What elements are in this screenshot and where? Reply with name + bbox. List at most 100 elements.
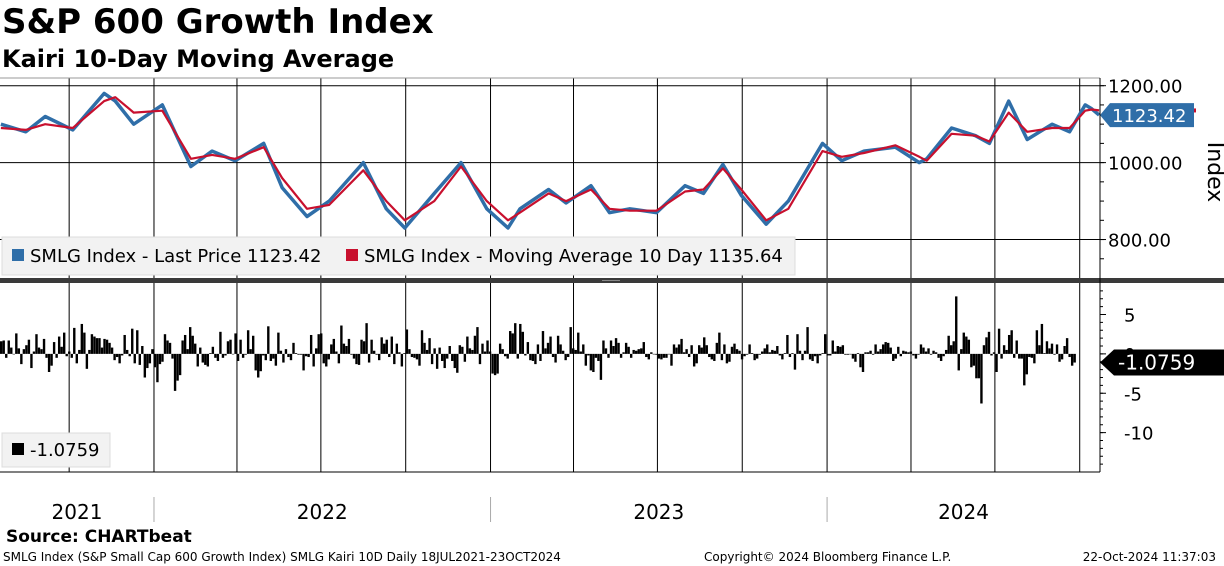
kairi-panel: 50-5-10-1.0759-1.0759 [0, 290, 1224, 468]
kairi-bar [763, 348, 766, 354]
kairi-bar [254, 353, 257, 371]
kairi-bar [418, 353, 421, 366]
kairi-bar [78, 349, 81, 354]
kairi-bar [1063, 346, 1066, 354]
kairi-bar [944, 349, 948, 354]
kairi-bar [191, 335, 194, 354]
kairi-bar [1060, 353, 1064, 360]
kairi-bar [529, 353, 532, 361]
kairi-bar [45, 353, 48, 358]
kairi-bar [95, 338, 99, 354]
kairi-bar [312, 353, 315, 367]
kairi-bar [282, 353, 285, 363]
price-last-value: 1123.42 [1112, 106, 1186, 127]
kairi-bar [234, 333, 237, 354]
price-legend [1, 236, 796, 276]
kairi-bar [151, 349, 154, 354]
kairi-bar [370, 339, 373, 354]
kairi-bar [791, 353, 794, 354]
kairi-bar [768, 352, 771, 354]
kairi-bar [241, 353, 245, 358]
price-last-value-tag [1100, 103, 1194, 128]
kairi-bar [287, 353, 290, 358]
year-label: 2023 [633, 500, 684, 524]
kairi-bar [997, 328, 1001, 354]
kairi-bar [652, 353, 656, 355]
kairi-bar [660, 353, 663, 360]
kairi-bar [231, 353, 235, 355]
kairi-bar [420, 330, 424, 354]
kairi-bar [514, 323, 517, 354]
kairi-bar [224, 353, 227, 356]
kairi-bar [377, 353, 381, 361]
price-axis-label: Index [1202, 142, 1224, 203]
kairi-bar [589, 353, 593, 371]
kairi-bar [975, 353, 978, 379]
legend-price-label: SMLG Index - Last Price 1123.42 [30, 246, 321, 267]
kairi-bar [216, 353, 220, 361]
kairi-bar [196, 353, 199, 367]
kairi-bar [0, 341, 3, 354]
kairi-bar [274, 353, 278, 366]
kairi-bar [609, 340, 613, 354]
kairi-bar [385, 339, 388, 354]
kairi-bar [526, 342, 530, 354]
kairi-bar [50, 353, 53, 366]
price-line [0, 91, 1101, 230]
kairi-bar [1040, 323, 1044, 354]
kairi-bar [491, 353, 494, 374]
kairi-bar [501, 349, 504, 354]
kairi-bar [85, 353, 89, 369]
kairi-bar [849, 353, 852, 355]
kairi-bar [977, 353, 981, 379]
kairi-bar [569, 327, 572, 354]
price-panel: 1200.00 1000.00 800.00 Index 1123.42 SMLG Ind… [0, 77, 1224, 276]
kairi-bar [607, 353, 610, 358]
kairi-bar [909, 351, 913, 354]
kairi-bar [677, 344, 681, 354]
kairi-bar [161, 353, 164, 362]
kairi-bar [685, 349, 688, 354]
kairi-bar [307, 353, 310, 358]
kairi-bar [682, 352, 686, 354]
kairi-bar [1050, 343, 1054, 354]
kairi-tick-label: 5 [1124, 306, 1135, 327]
kairi-bar [1045, 341, 1049, 354]
kairi-bar [70, 353, 73, 358]
kairi-bar [511, 333, 514, 354]
kairi-bar [388, 353, 391, 358]
kairi-bar [171, 353, 174, 359]
kairi-bar [244, 353, 247, 355]
legend-ma-label: SMLG Index - Moving Average 10 Day 1135.… [364, 246, 783, 267]
kairi-bar [594, 353, 598, 358]
kairi-bar [574, 349, 577, 354]
kairi-bar [365, 323, 368, 354]
kairi-bar [672, 344, 676, 354]
kairi-bar [808, 353, 812, 360]
kairi-bar [836, 346, 839, 354]
kairi-bar [236, 353, 240, 361]
kairi-bar [27, 339, 31, 354]
kairi-bar [37, 347, 41, 354]
kairi-bar [854, 353, 857, 362]
kairi-bar [35, 334, 38, 354]
kairi-bar [453, 353, 456, 369]
kairi-bar [272, 353, 275, 359]
kairi-bar [813, 353, 817, 357]
kairi-bar [410, 353, 414, 358]
kairi-bar [647, 353, 651, 360]
kairi-bar [725, 353, 729, 364]
kairi-bar [761, 351, 764, 354]
legend-ma-swatch [346, 249, 358, 261]
kairi-bar [461, 346, 464, 354]
kairi-bar [942, 353, 945, 357]
kairi-bar [463, 353, 467, 362]
kairi-bar [720, 353, 724, 361]
kairi-bar [619, 353, 623, 358]
kairi-bar [405, 329, 409, 354]
kairi-bar [841, 345, 845, 354]
kairi-bar [458, 345, 462, 354]
kairi-bar [40, 349, 43, 354]
kairi-bar [143, 353, 147, 378]
